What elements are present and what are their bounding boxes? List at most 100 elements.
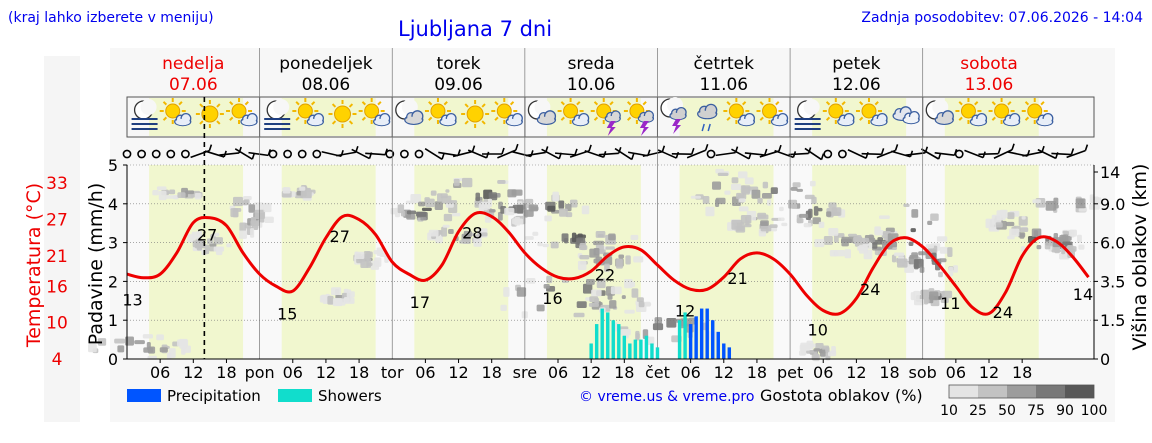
wind-calm-symbol bbox=[180, 149, 190, 159]
cloud-cell bbox=[738, 171, 748, 179]
temperature-min-label: 13 bbox=[122, 290, 142, 309]
showers-bar bbox=[600, 308, 604, 359]
hour-tick-label: 06 bbox=[415, 363, 435, 382]
wind-barb-staff bbox=[759, 150, 780, 158]
sun-disc bbox=[1027, 103, 1043, 119]
cloud-cell bbox=[690, 195, 701, 199]
sun-disc bbox=[165, 103, 181, 119]
cloud-cell bbox=[811, 196, 817, 204]
precipitation-bar bbox=[694, 316, 698, 359]
cloud-cell bbox=[239, 222, 247, 232]
sun-disc bbox=[828, 103, 844, 119]
cloud-height-tick-label: 3.5 bbox=[1100, 272, 1125, 291]
cloud-cell bbox=[374, 257, 382, 267]
weather-icon-sun-cloud bbox=[822, 98, 855, 127]
cloud-cell bbox=[857, 246, 868, 251]
cloud-legend-swatch bbox=[978, 385, 1007, 398]
cloud-cell bbox=[488, 198, 493, 208]
cloud-shape bbox=[639, 115, 653, 122]
cloud-cell bbox=[440, 193, 448, 199]
cloud-cell bbox=[1007, 212, 1015, 220]
cloud-cell bbox=[938, 258, 947, 263]
sun-ray bbox=[958, 101, 963, 106]
sun-ray bbox=[958, 116, 963, 121]
cloud-cell bbox=[911, 209, 919, 218]
cloud-cell bbox=[1045, 200, 1057, 211]
showers-bar bbox=[622, 335, 627, 359]
cloud-cell bbox=[914, 298, 925, 306]
wind-barb bbox=[686, 144, 709, 159]
cloud-cell bbox=[156, 334, 164, 341]
copyright-link[interactable]: © vreme.us & vreme.pro bbox=[579, 389, 754, 405]
cloud-cell bbox=[744, 177, 754, 185]
cloud-cell bbox=[504, 207, 515, 216]
sun-disc bbox=[297, 103, 313, 119]
wind-barb-staff bbox=[584, 149, 604, 159]
temperature-max-label: 24 bbox=[993, 303, 1013, 322]
cloud-cell bbox=[177, 192, 186, 199]
temperature-min-label: 15 bbox=[277, 304, 297, 323]
moon-shadow bbox=[273, 99, 290, 115]
hour-tick-label: 12 bbox=[581, 363, 601, 382]
wind-barb-flag bbox=[485, 151, 490, 159]
cloud-cell bbox=[624, 309, 635, 314]
cloud-cell bbox=[757, 214, 769, 220]
cloud-cell bbox=[194, 193, 202, 200]
cloud-cell bbox=[581, 205, 590, 215]
cloud-cell bbox=[595, 256, 603, 261]
wind-barb-flag bbox=[471, 145, 476, 152]
sun-ray bbox=[295, 101, 300, 106]
wind-calm-symbol bbox=[297, 149, 307, 159]
sun-ray bbox=[825, 116, 831, 121]
cloud-cell bbox=[1069, 229, 1077, 237]
cloud-legend-level: 10 bbox=[940, 403, 958, 419]
weather-icon-sun-thunder bbox=[623, 98, 655, 136]
weather-icon-cloud-rain bbox=[697, 103, 718, 132]
sun-disc bbox=[496, 103, 512, 119]
hour-tick-label: 18 bbox=[216, 363, 236, 382]
weather-icon-sun-cloud bbox=[855, 98, 888, 127]
cloud-cell bbox=[579, 255, 590, 260]
cloud-cell bbox=[449, 200, 458, 204]
cloud-legend-swatch bbox=[1007, 385, 1036, 398]
sun-ray bbox=[974, 101, 979, 106]
cloud-cell bbox=[226, 243, 232, 248]
cloud-cell bbox=[929, 291, 939, 301]
showers-bar bbox=[606, 312, 610, 359]
cloud-cell bbox=[790, 187, 798, 191]
cloud-cell bbox=[473, 236, 482, 247]
wind-calm-symbol bbox=[312, 149, 322, 159]
cloud-cell bbox=[532, 231, 539, 236]
cloud-cell bbox=[909, 254, 919, 259]
cloud-cell bbox=[942, 290, 953, 299]
cloud-shape bbox=[670, 112, 686, 120]
sun-disc bbox=[994, 103, 1010, 119]
weather-icon-moon-fog bbox=[264, 99, 291, 130]
cloud-cell bbox=[204, 244, 210, 255]
temperature-max-label: 22 bbox=[595, 265, 615, 284]
sun-ray bbox=[1024, 116, 1030, 121]
cloud-cell bbox=[97, 338, 107, 346]
cloud-cell bbox=[158, 190, 167, 201]
hour-tick-label: 06 bbox=[813, 363, 833, 382]
icon-row-daylight bbox=[679, 98, 774, 136]
precipitation-bar bbox=[699, 308, 704, 359]
menu-hint[interactable]: (kraj lahko izberete v meniju) bbox=[8, 10, 214, 26]
wind-barb-staff bbox=[744, 152, 765, 156]
cloud-cell bbox=[918, 251, 928, 256]
cloud-cell bbox=[576, 301, 587, 308]
wind-barb-staff bbox=[452, 150, 473, 158]
cloud-cell bbox=[767, 199, 772, 206]
weather-icon-sun-cloud bbox=[756, 98, 789, 127]
weather-icon-sun-cloud bbox=[557, 98, 590, 127]
sun-disc bbox=[861, 103, 877, 119]
wind-calm-symbol bbox=[706, 149, 716, 159]
cloud-cell bbox=[250, 228, 255, 238]
cloud-cell bbox=[373, 250, 383, 255]
sun-ray bbox=[348, 103, 354, 108]
weather-icon-sun-cloud bbox=[226, 98, 258, 127]
lightning-bolt bbox=[672, 119, 682, 134]
rain-drop bbox=[707, 123, 711, 132]
sun-ray bbox=[775, 101, 780, 106]
